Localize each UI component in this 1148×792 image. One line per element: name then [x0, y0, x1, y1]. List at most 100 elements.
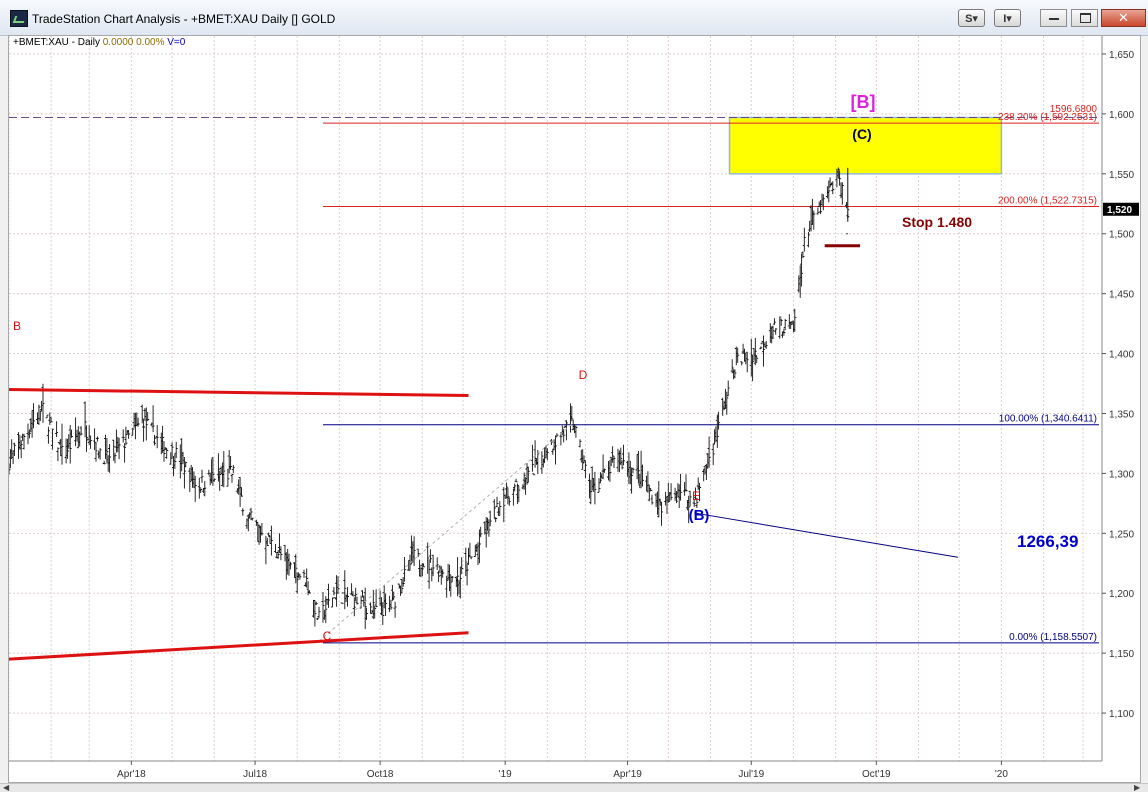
ohlc-bar — [197, 477, 201, 499]
ohlc-bar — [736, 347, 740, 363]
ohlc-bar — [515, 483, 519, 505]
ohlc-bar — [620, 460, 624, 470]
ohlc-bar — [730, 359, 734, 374]
ohlc-bar — [545, 448, 549, 461]
style-menu-button[interactable]: S▾ — [958, 9, 985, 27]
ohlc-bar — [660, 501, 663, 526]
y-tick-label: 1,600 — [1109, 110, 1134, 121]
ohlc-bar — [465, 563, 469, 586]
ohlc-bar — [525, 463, 529, 485]
ohlc-bar — [332, 587, 336, 596]
ohlc-bar — [359, 595, 363, 609]
ohlc-bar — [495, 496, 499, 508]
target-label: 1266,39 — [1017, 532, 1078, 551]
ohlc-bar — [755, 355, 759, 364]
ohlc-bar — [102, 460, 106, 465]
ohlc-bar — [121, 429, 125, 443]
ohlc-bar — [641, 464, 644, 487]
ohlc-bar — [373, 605, 377, 619]
ohlc-bar — [536, 450, 540, 474]
ohlc-bar — [22, 433, 26, 450]
ohlc-bar — [513, 483, 517, 492]
ohlc-bar — [753, 338, 757, 366]
ohlc-bar — [66, 438, 69, 459]
fib-label-100: 100.00% (1,340.6411) — [999, 414, 1097, 425]
minimize-button[interactable] — [1040, 9, 1067, 27]
ohlc-bar — [173, 453, 177, 469]
window-title: TradeStation Chart Analysis - +BMET:XAU … — [32, 12, 336, 26]
ohlc-bar — [249, 507, 253, 520]
close-button[interactable]: ✕ — [1101, 9, 1146, 27]
ohlc-bar — [812, 210, 816, 230]
y-tick-label: 1,150 — [1109, 649, 1134, 660]
fib-label-238: 238.20% (1,592.2531) — [998, 112, 1097, 123]
ohlc-bar — [369, 602, 373, 614]
ohlc-bar — [218, 470, 222, 491]
ohlc-bar — [127, 430, 131, 439]
ohlc-bar — [60, 423, 64, 465]
ohlc-bar — [782, 328, 786, 336]
ohlc-bar — [153, 434, 156, 446]
ohlc-bar — [687, 495, 691, 524]
chart-area[interactable]: 0.00% (1,158.5507) 100.00% (1,340.6411) 20… — [7, 35, 1141, 783]
ohlc-bar — [403, 557, 407, 582]
ohlc-bar — [801, 251, 805, 259]
price-chart[interactable]: 0.00% (1,158.5507) 100.00% (1,340.6411) 20… — [7, 36, 1140, 782]
indicator-menu-button[interactable]: I▾ — [994, 9, 1021, 27]
wave-label-b-paren: (B) — [689, 507, 710, 524]
ohlc-bar — [779, 318, 783, 326]
ohlc-bar — [593, 471, 597, 505]
ohlc-bar — [589, 479, 593, 505]
ohlc-bar — [182, 457, 186, 489]
ohlc-bar — [726, 380, 730, 397]
ohlc-bar — [241, 508, 245, 516]
ohlc-bar — [598, 472, 602, 484]
ohlc-bar — [816, 207, 820, 215]
ohlc-bar — [456, 557, 460, 597]
ohlc-bar — [12, 442, 16, 456]
ohlc-bar — [412, 536, 416, 566]
last-price-box — [1103, 202, 1139, 216]
horizontal-scrollbar[interactable]: ◀ ▶ — [0, 783, 1148, 792]
ohlc-bar — [836, 167, 840, 179]
wave-label-d: D — [579, 368, 588, 382]
ohlc-bar — [416, 548, 420, 558]
ohlc-bar — [374, 589, 378, 608]
fib-label-0: 0.00% (1,158.5507) — [1009, 632, 1097, 643]
x-tick-label: Oct18 — [367, 769, 394, 780]
ohlc-bar — [343, 570, 347, 610]
ohlc-bar — [707, 436, 711, 468]
last-price-label: 1,520 — [1107, 205, 1132, 216]
window-titlebar: TradeStation Chart Analysis - +BMET:XAU … — [0, 0, 1148, 36]
ohlc-bar — [229, 456, 233, 470]
wave-label-c: C — [323, 629, 332, 643]
ohlc-bar — [294, 554, 298, 584]
x-tick-label: '20 — [995, 769, 1008, 780]
price-bars — [7, 167, 850, 630]
ohlc-bar — [305, 568, 309, 588]
ohlc-bar — [582, 455, 586, 464]
scroll-right-icon[interactable]: ▶ — [1134, 783, 1141, 792]
ohlc-bar — [269, 525, 273, 556]
ohlc-bar — [793, 308, 797, 332]
ohlc-bar — [230, 473, 234, 483]
ohlc-bar — [496, 507, 500, 517]
scroll-left-icon[interactable]: ◀ — [3, 783, 10, 792]
ohlc-bar — [449, 575, 453, 597]
ohlc-bar — [488, 510, 492, 527]
ohlc-bar — [578, 439, 582, 448]
ohlc-bar — [505, 482, 509, 498]
ohlc-bar — [193, 475, 197, 502]
ohlc-bar — [464, 547, 468, 577]
y-tick-label: 1,250 — [1109, 529, 1134, 540]
ohlc-bar-last — [846, 167, 850, 235]
ohlc-bar — [559, 432, 563, 446]
y-tick-label: 1,450 — [1109, 290, 1134, 301]
ohlc-bar — [327, 583, 330, 608]
maximize-button[interactable] — [1071, 9, 1098, 27]
ohlc-bar — [170, 442, 174, 459]
ohlc-bar — [517, 485, 521, 503]
stop-label: Stop 1.480 — [902, 214, 972, 230]
ohlc-bar — [745, 351, 749, 373]
ohlc-bar — [48, 412, 52, 425]
